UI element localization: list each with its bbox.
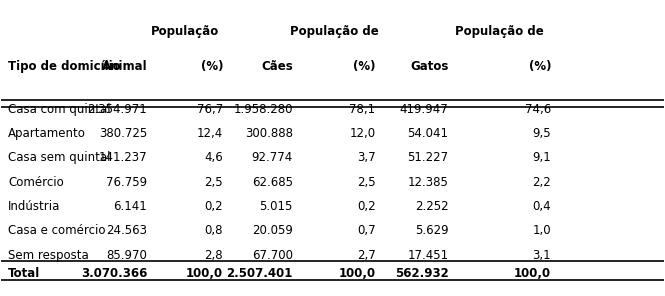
Text: 62.685: 62.685 [252, 176, 293, 189]
Text: 74,6: 74,6 [525, 102, 551, 115]
Text: 1.958.280: 1.958.280 [233, 102, 293, 115]
Text: 562.932: 562.932 [394, 267, 448, 280]
Text: 0,2: 0,2 [357, 200, 376, 213]
Text: 85.970: 85.970 [106, 249, 147, 262]
Text: 5.015: 5.015 [259, 200, 293, 213]
Text: 0,8: 0,8 [205, 224, 223, 237]
Text: (%): (%) [529, 60, 551, 73]
Text: 9,1: 9,1 [532, 151, 551, 164]
Text: 419.947: 419.947 [400, 102, 448, 115]
Text: 2.507.401: 2.507.401 [226, 267, 293, 280]
Text: 100,0: 100,0 [338, 267, 376, 280]
Text: População de: População de [456, 25, 544, 38]
Text: 12,4: 12,4 [197, 127, 223, 140]
Text: 0,4: 0,4 [533, 200, 551, 213]
Text: 12.385: 12.385 [408, 176, 448, 189]
Text: Gatos: Gatos [410, 60, 448, 73]
Text: Tipo de domicílio: Tipo de domicílio [8, 60, 120, 73]
Text: 20.059: 20.059 [252, 224, 293, 237]
Text: 24.563: 24.563 [106, 224, 147, 237]
Text: 2,5: 2,5 [205, 176, 223, 189]
Text: (%): (%) [201, 60, 223, 73]
Text: 300.888: 300.888 [245, 127, 293, 140]
Text: 76.759: 76.759 [106, 176, 147, 189]
Text: 2,7: 2,7 [357, 249, 376, 262]
Text: Casa com quintal: Casa com quintal [8, 102, 110, 115]
Text: 5.629: 5.629 [415, 224, 448, 237]
Text: 100,0: 100,0 [514, 267, 551, 280]
Text: 2.252: 2.252 [415, 200, 448, 213]
Text: 12,0: 12,0 [349, 127, 376, 140]
Text: 2.354.971: 2.354.971 [87, 102, 147, 115]
Text: Casa sem quintal: Casa sem quintal [8, 151, 110, 164]
Text: 9,5: 9,5 [533, 127, 551, 140]
Text: 2,2: 2,2 [532, 176, 551, 189]
Text: Cães: Cães [261, 60, 293, 73]
Text: 2,5: 2,5 [357, 176, 376, 189]
Text: Animal: Animal [102, 60, 147, 73]
Text: 92.774: 92.774 [251, 151, 293, 164]
Text: 3.070.366: 3.070.366 [80, 267, 147, 280]
Text: 380.725: 380.725 [99, 127, 147, 140]
Text: 67.700: 67.700 [252, 249, 293, 262]
Text: População de: População de [290, 25, 378, 38]
Text: 0,2: 0,2 [205, 200, 223, 213]
Text: Apartamento: Apartamento [8, 127, 86, 140]
Text: Indústria: Indústria [8, 200, 61, 213]
Text: Casa e comércio: Casa e comércio [8, 224, 106, 237]
Text: 141.237: 141.237 [98, 151, 147, 164]
Text: 51.227: 51.227 [407, 151, 448, 164]
Text: 3,1: 3,1 [533, 249, 551, 262]
Text: Sem resposta: Sem resposta [8, 249, 88, 262]
Text: Total: Total [8, 267, 41, 280]
Text: 3,7: 3,7 [357, 151, 376, 164]
Text: População: População [151, 25, 219, 38]
Text: 4,6: 4,6 [204, 151, 223, 164]
Text: 6.141: 6.141 [113, 200, 147, 213]
Text: Comércio: Comércio [8, 176, 64, 189]
Text: 0,7: 0,7 [357, 224, 376, 237]
Text: 78,1: 78,1 [349, 102, 376, 115]
Text: 100,0: 100,0 [186, 267, 223, 280]
Text: 1,0: 1,0 [533, 224, 551, 237]
Text: 17.451: 17.451 [407, 249, 448, 262]
Text: 76,7: 76,7 [197, 102, 223, 115]
Text: (%): (%) [353, 60, 376, 73]
Text: 54.041: 54.041 [408, 127, 448, 140]
Text: 2,8: 2,8 [205, 249, 223, 262]
